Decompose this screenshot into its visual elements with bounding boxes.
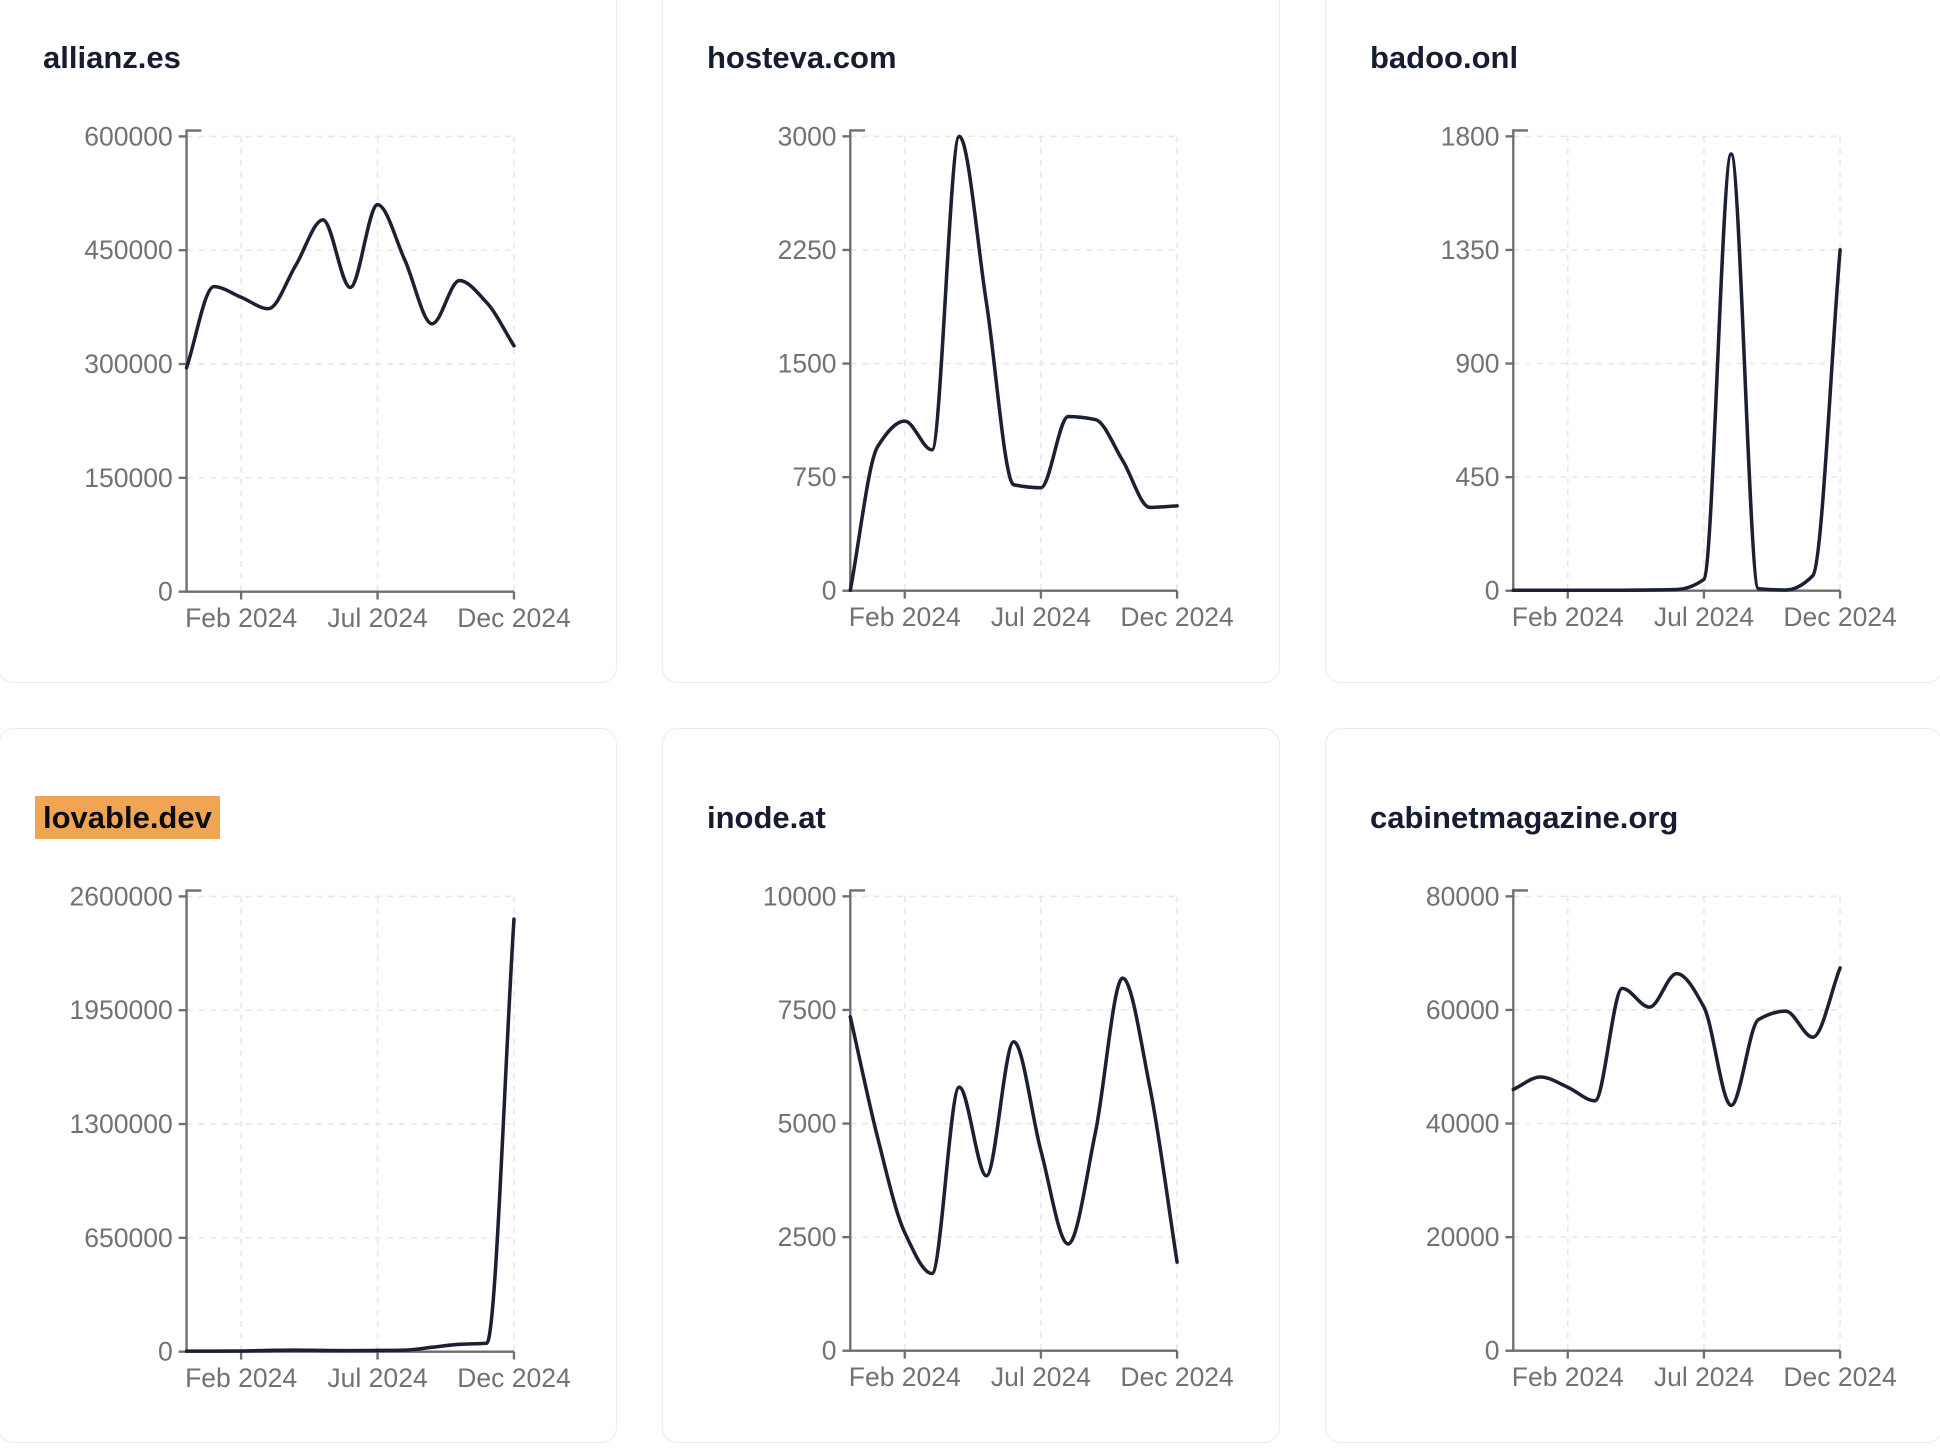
y-tick-label: 0 <box>822 576 837 606</box>
y-tick-label: 450000 <box>84 236 173 266</box>
y-tick-label: 0 <box>1485 576 1500 606</box>
traffic-line-chart: 0 650000 1300000 1950000 2600000 Feb 2024 Jul … <box>43 862 572 1413</box>
y-tick-label: 3000 <box>778 122 837 152</box>
y-tick-label: 10000 <box>763 882 837 912</box>
x-tick-label: Dec 2024 <box>1783 602 1896 632</box>
x-tick-label: Feb 2024 <box>185 1363 297 1393</box>
axis-lines <box>1512 129 1841 593</box>
x-tick-label: Feb 2024 <box>1512 602 1624 632</box>
domain-chart-card: inode.at 0 2500 5000 7500 10000 Feb 2024 Jul 2… <box>662 728 1280 1443</box>
y-tick-label: 450 <box>1455 463 1499 493</box>
line-chart-svg: 0 450 900 1350 1800 Feb 2024 Jul 2024 Dec 2024 <box>1441 122 1897 633</box>
x-tick-label: Feb 2024 <box>1512 1362 1624 1392</box>
y-tick-label: 750 <box>792 463 836 493</box>
series-line <box>184 203 516 371</box>
x-tick-label: Dec 2024 <box>457 1363 571 1393</box>
traffic-line-chart: 0 2500 5000 7500 10000 Feb 2024 Jul 2024 Dec 20… <box>707 862 1235 1412</box>
y-tick-label: 0 <box>158 1337 173 1367</box>
domain-title-text-highlighted: lovable.dev <box>35 795 220 839</box>
y-tick-label: 1350 <box>1441 235 1500 265</box>
y-tick-label: 0 <box>822 1336 837 1366</box>
domain-chart-card: lovable.dev 0 650000 1300000 1950000 2600000… <box>0 728 617 1443</box>
series-line <box>848 976 1179 1276</box>
domain-title-text: inode.at <box>707 799 826 835</box>
y-tick-label: 1800 <box>1441 122 1500 152</box>
line-chart-svg: 0 2500 5000 7500 10000 Feb 2024 Jul 2024 Dec 20… <box>763 882 1234 1393</box>
y-tick-label: 2600000 <box>69 882 172 912</box>
domain-title: cabinetmagazine.org <box>1370 799 1898 837</box>
y-tick-label: 150000 <box>84 463 173 493</box>
x-tick-label: Dec 2024 <box>1783 1362 1896 1392</box>
traffic-line-chart: 0 150000 300000 450000 600000 Feb 2024 Jul 202… <box>43 102 572 653</box>
traffic-line-chart: 0 20000 40000 60000 80000 Feb 2024 Jul 2024 Dec… <box>1370 862 1898 1412</box>
y-tick-label: 1500 <box>778 349 837 379</box>
x-tick-label: Dec 2024 <box>1120 1362 1233 1392</box>
series-line <box>848 135 1179 593</box>
y-tick-label: 300000 <box>84 349 173 379</box>
y-tick-label: 40000 <box>1426 1109 1500 1139</box>
line-chart-svg: 0 650000 1300000 1950000 2600000 Feb 2024 Jul … <box>69 882 571 1394</box>
domain-title-text: cabinetmagazine.org <box>1370 799 1679 835</box>
y-tick-label: 1950000 <box>69 996 172 1026</box>
domain-chart-card: allianz.es 0 150000 300000 450000 600000 Feb … <box>0 0 617 683</box>
y-tick-label: 2250 <box>778 235 837 265</box>
series-line <box>1511 966 1842 1108</box>
line-chart-svg: 0 20000 40000 60000 80000 Feb 2024 Jul 2024 Dec… <box>1426 882 1897 1393</box>
y-tick-label: 0 <box>158 577 173 607</box>
y-tick-label: 2500 <box>778 1223 837 1253</box>
y-tick-label: 600000 <box>84 122 173 152</box>
x-tick-label: Feb 2024 <box>185 603 297 633</box>
x-tick-label: Jul 2024 <box>991 1362 1091 1392</box>
domain-title: hosteva.com <box>707 39 1235 77</box>
axis-lines <box>1512 889 1841 1353</box>
x-tick-label: Feb 2024 <box>849 1362 961 1392</box>
domain-chart-card: badoo.onl 0 450 900 1350 1800 Feb 2024 Jul 202… <box>1325 0 1940 683</box>
domain-title-text: badoo.onl <box>1370 39 1519 75</box>
domain-title: lovable.dev <box>35 795 572 839</box>
y-tick-label: 650000 <box>84 1223 173 1253</box>
y-tick-label: 7500 <box>778 995 837 1025</box>
y-tick-label: 60000 <box>1426 995 1500 1025</box>
traffic-line-chart: 0 450 900 1350 1800 Feb 2024 Jul 2024 Dec 2024 <box>1370 102 1898 652</box>
domain-title-text: hosteva.com <box>707 39 897 75</box>
x-tick-label: Jul 2024 <box>991 602 1091 632</box>
series-line <box>1511 152 1842 593</box>
x-tick-label: Dec 2024 <box>1120 602 1233 632</box>
axis-lines <box>185 889 514 1354</box>
domain-chart-card: cabinetmagazine.org 0 20000 40000 60000 8000… <box>1325 728 1940 1443</box>
traffic-line-chart: 0 750 1500 2250 3000 Feb 2024 Jul 2024 Dec 2024 <box>707 102 1235 652</box>
axis-lines <box>849 129 1178 593</box>
domain-title: allianz.es <box>43 39 572 77</box>
line-chart-svg: 0 150000 300000 450000 600000 Feb 2024 Jul 202… <box>84 122 571 634</box>
y-tick-label: 20000 <box>1426 1223 1500 1253</box>
domain-title-text: allianz.es <box>43 39 181 75</box>
domain-title: badoo.onl <box>1370 39 1898 77</box>
series-line <box>184 917 516 1354</box>
x-tick-label: Jul 2024 <box>1654 1362 1754 1392</box>
axis-lines <box>185 129 514 594</box>
y-tick-label: 900 <box>1455 349 1499 379</box>
y-tick-label: 5000 <box>778 1109 837 1139</box>
axis-lines <box>849 889 1178 1353</box>
x-tick-label: Dec 2024 <box>457 603 571 633</box>
domain-chart-card: hosteva.com 0 750 1500 2250 3000 Feb 2024 Jul … <box>662 0 1280 683</box>
line-chart-svg: 0 750 1500 2250 3000 Feb 2024 Jul 2024 Dec 2024 <box>778 122 1234 633</box>
y-tick-label: 80000 <box>1426 882 1500 912</box>
y-tick-label: 1300000 <box>69 1109 172 1139</box>
x-tick-label: Jul 2024 <box>327 1363 427 1393</box>
x-tick-label: Feb 2024 <box>849 602 961 632</box>
x-tick-label: Jul 2024 <box>327 603 427 633</box>
domain-title: inode.at <box>707 799 1235 837</box>
y-tick-label: 0 <box>1485 1336 1500 1366</box>
x-tick-label: Jul 2024 <box>1654 602 1754 632</box>
